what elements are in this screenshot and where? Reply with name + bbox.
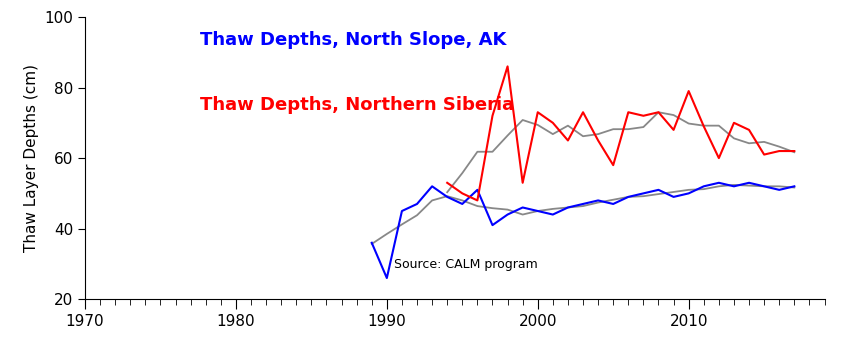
Text: Source: CALM program: Source: CALM program (394, 258, 538, 271)
Text: Thaw Depths, Northern Siberia: Thaw Depths, Northern Siberia (200, 96, 513, 114)
Y-axis label: Thaw Layer Depths (cm): Thaw Layer Depths (cm) (24, 64, 39, 252)
Text: Thaw Depths, North Slope, AK: Thaw Depths, North Slope, AK (200, 31, 506, 49)
